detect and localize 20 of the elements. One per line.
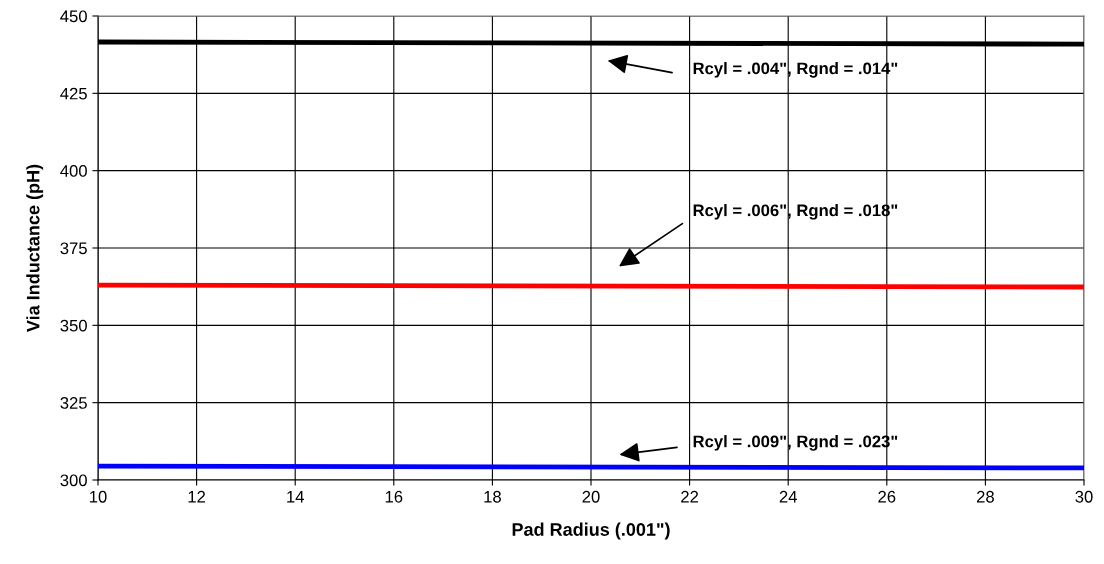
y-tick-label: 425: [60, 87, 87, 100]
y-tick-label: 350: [60, 319, 87, 332]
x-tick-label: 26: [878, 490, 896, 503]
x-tick-label: 10: [90, 490, 107, 503]
y-tick-label: 375: [60, 242, 87, 255]
x-tick-label: 28: [976, 490, 994, 503]
x-tick-label: 24: [779, 490, 797, 503]
x-tick-label: 14: [287, 491, 304, 503]
y-tick-label: 400: [60, 165, 87, 177]
x-tick-label: 18: [484, 490, 501, 503]
x-tick-label: 30: [1075, 490, 1093, 503]
x-tick-label: 20: [582, 490, 600, 503]
y-tick-label: 450: [60, 10, 87, 23]
y-tick-label: 300: [60, 474, 87, 487]
y-axis-title: Via Inductance (pH): [26, 164, 44, 332]
x-axis-title: Pad Radius (.001"): [512, 522, 670, 540]
y-tick-label: 325: [60, 397, 87, 409]
x-tick-label: 22: [681, 490, 699, 503]
x-tick-label: 16: [385, 490, 403, 503]
x-tick-label: 12: [188, 490, 206, 503]
